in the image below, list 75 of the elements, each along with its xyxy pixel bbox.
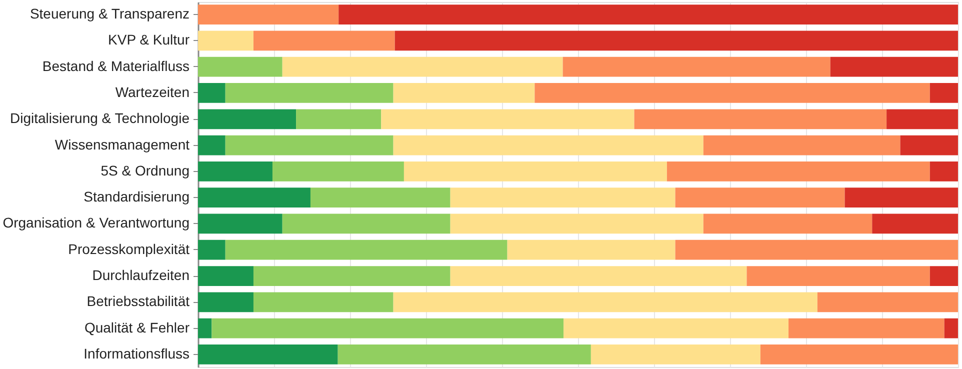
bar (534, 83, 930, 103)
bar (253, 266, 450, 286)
bar (844, 188, 958, 208)
bar (253, 30, 395, 51)
bar (198, 188, 310, 208)
bar (450, 266, 747, 286)
y-tick-label: Standardisierung (84, 188, 190, 205)
bar (282, 214, 450, 234)
bar (930, 83, 958, 103)
bar (282, 56, 563, 77)
y-tick-label: Durchlaufzeiten (92, 267, 190, 284)
bar (272, 161, 404, 182)
bar (198, 344, 338, 364)
bar (198, 292, 254, 312)
bar (930, 161, 958, 182)
y-tick-label: Wartezeiten (115, 84, 190, 100)
bar (296, 109, 382, 130)
y-tick-label: Prozesskomplexität (68, 240, 190, 257)
bar (381, 109, 634, 130)
bar (198, 318, 212, 338)
bar (703, 135, 900, 156)
bar (225, 240, 508, 260)
bar (394, 30, 958, 51)
bar (198, 161, 272, 182)
y-tick-label: 5S & Ordnung (100, 162, 190, 178)
y-tick-label: Informationsfluss (84, 345, 190, 362)
bar (198, 30, 254, 51)
bar (393, 292, 818, 312)
bar (590, 344, 760, 364)
bar (404, 161, 667, 182)
y-tick-label: Steuerung & Transparenz (30, 6, 190, 22)
bar (760, 344, 958, 364)
bar (872, 214, 958, 234)
bar (450, 188, 676, 208)
y-tick-label: Qualität & Fehler (84, 319, 190, 336)
bar (746, 266, 930, 286)
bar (198, 266, 254, 286)
bar (817, 292, 958, 312)
bar (338, 4, 958, 24)
y-tick-label: Wissensmanagement (54, 136, 190, 152)
bar (198, 109, 296, 130)
bar (198, 214, 282, 234)
bar (198, 83, 226, 103)
y-tick-label: Bestand & Materialfluss (42, 58, 190, 74)
bar (393, 83, 535, 103)
bar (225, 135, 394, 156)
bar (830, 56, 958, 77)
bar (886, 109, 958, 130)
bar (930, 266, 958, 286)
bar (198, 135, 226, 156)
bar (675, 240, 958, 260)
bar (900, 135, 958, 156)
bar (198, 240, 226, 260)
bar (703, 214, 872, 234)
bar (507, 240, 676, 260)
y-tick-label: Digitalisierung & Technologie (10, 110, 190, 126)
bar (253, 292, 394, 312)
bar (788, 318, 944, 338)
y-tick-label: KVP & Kultur (108, 32, 190, 48)
bar (634, 109, 887, 130)
bar (393, 135, 704, 156)
bar (310, 188, 450, 208)
bar (944, 318, 958, 338)
bar (225, 83, 394, 103)
y-tick-label: Betriebsstabilität (86, 293, 190, 310)
bar (675, 188, 845, 208)
bar (198, 56, 282, 77)
bar (450, 214, 704, 234)
bar (564, 318, 789, 338)
y-tick-label: Organisation & Verantwortung (2, 214, 190, 231)
bar (212, 318, 564, 338)
bar (562, 56, 830, 77)
bar (338, 344, 591, 364)
bar (198, 4, 339, 24)
bar (666, 161, 930, 182)
